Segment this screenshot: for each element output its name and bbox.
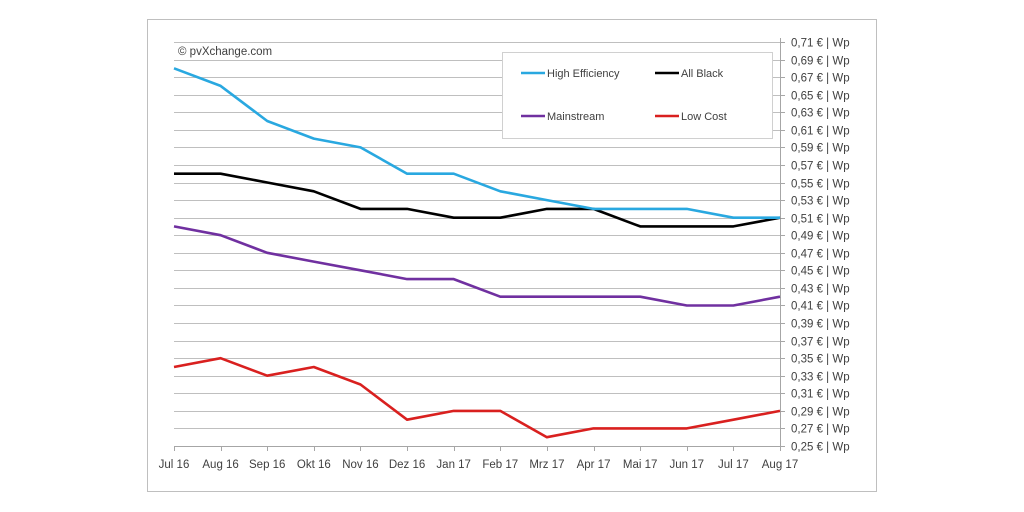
legend-box [502,52,773,139]
y-tick-label: 0,27 € | Wp [791,424,850,436]
legend-label: All Black [681,68,724,80]
legend-label: Mainstream [547,111,604,123]
y-tick-label: 0,33 € | Wp [791,372,850,384]
y-tick-label: 0,71 € | Wp [791,38,850,50]
x-tick-label: Mai 17 [623,459,658,471]
legend: High Efficiency All Black Mainstream Low Co… [502,52,773,139]
y-tick-label: 0,65 € | Wp [791,91,850,103]
axes [174,38,785,451]
y-tick-label: 0,25 € | Wp [791,442,850,454]
y-tick-label: 0,63 € | Wp [791,108,850,120]
series-lines [173,67,781,439]
y-tick-label: 0,51 € | Wp [791,214,850,226]
x-tick-label: Okt 16 [297,459,331,471]
y-tick-label: 0,31 € | Wp [791,389,850,401]
y-tick-label: 0,53 € | Wp [791,196,850,208]
x-tick-label: Jan 17 [436,459,471,471]
y-tick-label: 0,45 € | Wp [791,266,850,278]
y-tick-label: 0,49 € | Wp [791,231,850,243]
x-tick-label: Jul 16 [159,459,190,471]
y-tick-label: 0,61 € | Wp [791,126,850,138]
series-line-mainstream [173,225,781,307]
legend-label: High Efficiency [547,68,620,80]
y-tick-label: 0,47 € | Wp [791,249,850,261]
y-tick-label: 0,29 € | Wp [791,407,850,419]
x-tick-label: Dez 16 [389,459,425,471]
y-tick-label: 0,59 € | Wp [791,143,850,155]
y-tick-label: 0,69 € | Wp [791,56,850,68]
x-tick-label: Feb 17 [482,459,518,471]
y-tick-labels: 0,71 € | Wp 0,69 € | Wp 0,67 € | Wp 0,65 € … [791,38,850,454]
x-tick-label: Aug 17 [762,459,798,471]
y-tick-label: 0,57 € | Wp [791,161,850,173]
x-tick-labels: Jul 16 Aug 16 Sep 16 Okt 16 Nov 16 Dez 16 Jan … [159,459,799,471]
y-tick-label: 0,67 € | Wp [791,73,850,85]
y-tick-label: 0,41 € | Wp [791,301,850,313]
x-tick-label: Mrz 17 [529,459,564,471]
series-line-high-efficiency [173,67,780,219]
x-tick-label: Nov 16 [342,459,378,471]
y-tick-label: 0,37 € | Wp [791,337,850,349]
series-line-all-black [174,172,781,228]
legend-label: Low Cost [681,111,727,123]
y-tick-label: 0,43 € | Wp [791,284,850,296]
copyright-text: © pvXchange.com [178,46,272,58]
x-tick-label: Aug 16 [202,459,238,471]
y-tick-label: 0,35 € | Wp [791,354,850,366]
x-tick-label: Sep 16 [249,459,285,471]
y-tick-label: 0,55 € | Wp [791,179,850,191]
y-tick-label: 0,39 € | Wp [791,319,850,331]
x-tick-label: Apr 17 [577,459,611,471]
x-tick-label: Jul 17 [718,459,749,471]
series-line-low-cost [173,356,781,439]
x-tick-label: Jun 17 [670,459,705,471]
